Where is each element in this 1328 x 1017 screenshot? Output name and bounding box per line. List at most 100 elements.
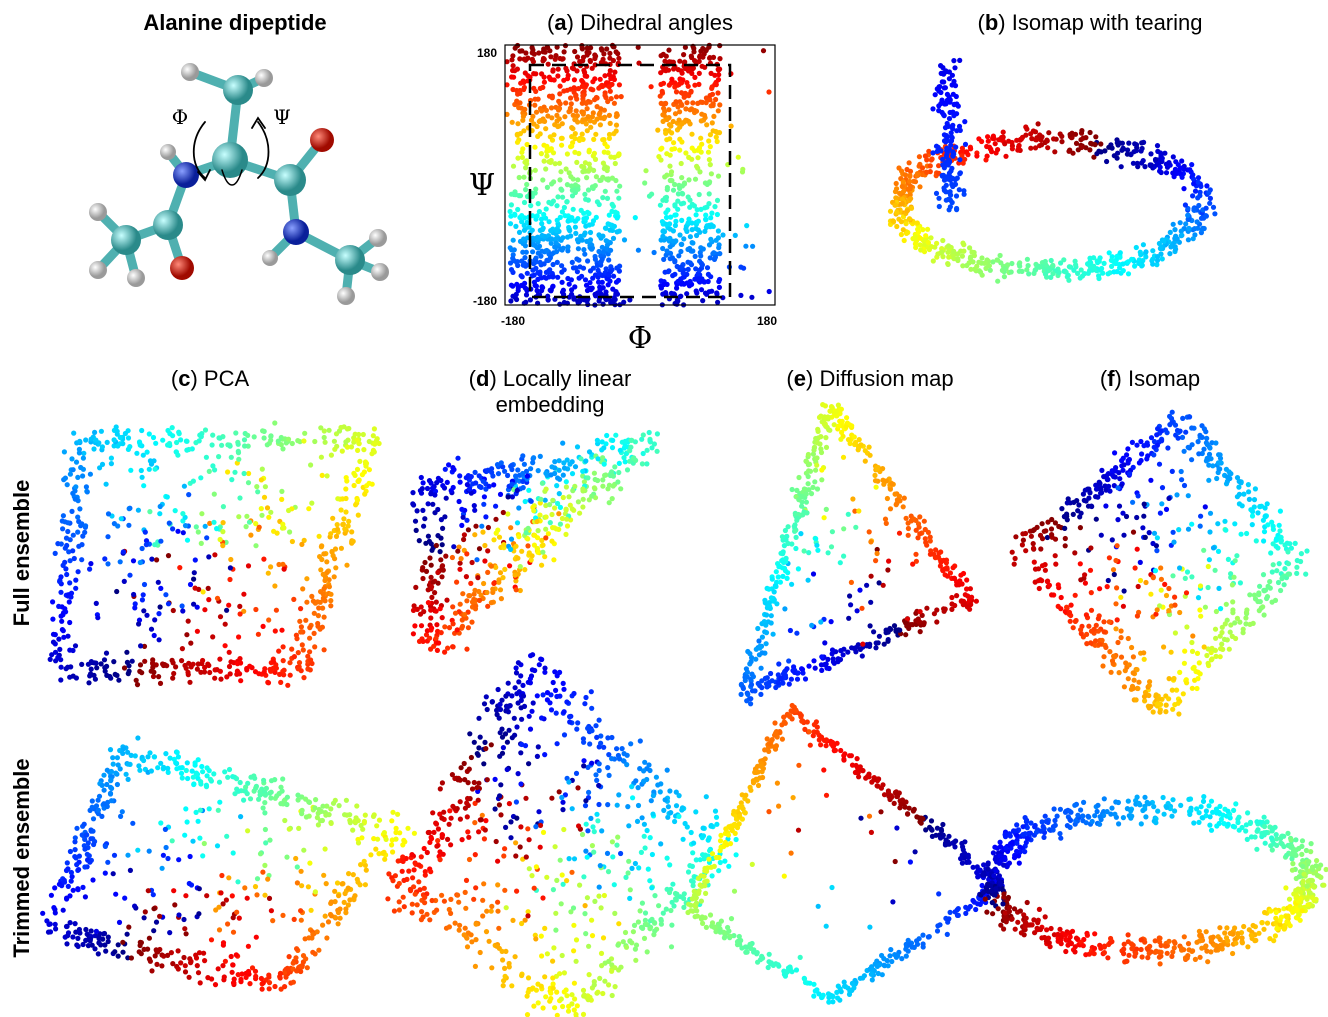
scatter-point [279, 497, 284, 502]
scatter-point [1153, 568, 1158, 573]
scatter-point [67, 599, 72, 604]
scatter-point [353, 432, 358, 437]
scatter-point [245, 433, 250, 438]
scatter-point [462, 532, 467, 537]
scatter-point [429, 595, 434, 600]
scatter-point [629, 438, 634, 443]
scatter-point [1169, 650, 1174, 655]
scatter-point [196, 661, 201, 666]
scatter-point [580, 117, 585, 122]
scatter-point [436, 581, 441, 586]
scatter-point [1049, 517, 1054, 522]
scatter-point [114, 589, 119, 594]
scatter-point [557, 458, 562, 463]
scatter-point [489, 564, 494, 569]
scatter-point [716, 228, 721, 233]
scatter-point [547, 237, 552, 242]
scatter-point [460, 591, 465, 596]
scatter-point [679, 242, 684, 247]
scatter-point [572, 117, 577, 122]
scatter-point [118, 559, 123, 564]
scatter-point [188, 641, 193, 646]
scatter-point [464, 551, 469, 556]
scatter-point [1024, 127, 1029, 132]
scatter-point [540, 177, 545, 182]
scatter-point [1282, 566, 1287, 571]
scatter-point [1166, 496, 1171, 501]
scatter-point [855, 608, 860, 613]
scatter-point [593, 157, 598, 162]
scatter-point [411, 631, 416, 636]
scatter-point [768, 671, 773, 676]
scatter-point [220, 543, 225, 548]
scatter-point [888, 506, 893, 511]
scatter-point [256, 671, 261, 676]
scatter-point [418, 612, 423, 617]
scatter-point [954, 94, 959, 99]
scatter-point [813, 666, 818, 671]
scatter-point [1113, 468, 1118, 473]
scatter-point [439, 630, 444, 635]
scatter-point [225, 469, 230, 474]
scatter-point [233, 430, 238, 435]
scatter-point [1154, 432, 1159, 437]
scatter-point [426, 501, 431, 506]
scatter-point [502, 567, 507, 572]
scatter-point [1120, 511, 1125, 516]
scatter-point [780, 681, 785, 686]
scatter-point [1034, 137, 1039, 142]
scatter-point [985, 134, 990, 139]
scatter-point [207, 670, 212, 675]
scatter-point [420, 508, 425, 513]
scatter-point [1113, 626, 1118, 631]
scatter-point [663, 131, 668, 136]
scatter-point [1072, 550, 1077, 555]
scatter-point [1096, 273, 1101, 278]
scatter-point [707, 191, 712, 196]
scatter-point [533, 97, 538, 102]
scatter-point [286, 437, 291, 442]
scatter-point [894, 502, 899, 507]
scatter-point [102, 556, 107, 561]
scatter-point [576, 499, 581, 504]
scatter-point [186, 661, 191, 666]
scatter-point [1088, 260, 1093, 265]
scatter-point [948, 204, 953, 209]
scatter-point [1207, 201, 1212, 206]
scatter-point [557, 491, 562, 496]
scatter-point [304, 576, 309, 581]
scatter-point [177, 565, 182, 570]
scatter-point [895, 497, 900, 502]
scatter-point [1059, 506, 1064, 511]
scatter-point [227, 664, 232, 669]
scatter-point [1168, 230, 1173, 235]
scatter-point [616, 151, 621, 156]
scatter-point [75, 530, 80, 535]
scatter-point [573, 136, 578, 141]
scatter-point [1206, 661, 1211, 666]
scatter-point [1176, 701, 1181, 706]
scatter-point [969, 595, 974, 600]
scatter-point [580, 169, 585, 174]
scatter-point [893, 627, 898, 632]
scatter-point [709, 211, 714, 216]
scatter-point [745, 692, 750, 697]
scatter-point [1043, 528, 1048, 533]
scatter-point [647, 438, 652, 443]
scatter-point [262, 435, 267, 440]
scatter-point [1063, 536, 1068, 541]
scatter-point [600, 175, 605, 180]
scatter-point [1138, 252, 1143, 257]
scatter-point [1230, 599, 1235, 604]
scatter-point [962, 119, 967, 124]
scatter-point [592, 76, 597, 81]
scatter-point [253, 607, 258, 612]
scatter-point [900, 201, 905, 206]
scatter-point [597, 112, 602, 117]
scatter-point [506, 494, 511, 499]
scatter-point [84, 484, 89, 489]
scatter-point [600, 455, 605, 460]
scatter-point [692, 108, 697, 113]
scatter-point [1045, 145, 1050, 150]
scatter-point [593, 132, 598, 137]
